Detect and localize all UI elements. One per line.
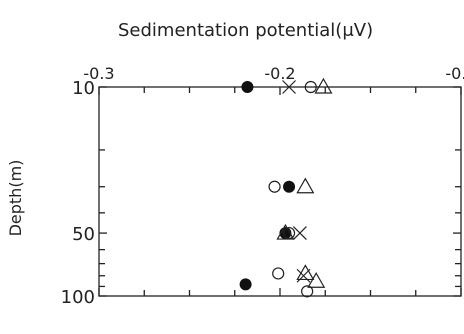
point-open-triangle	[297, 179, 313, 193]
plot-axes: -0.3-0.2-0.11050100	[61, 64, 464, 308]
point-open-triangle	[315, 79, 331, 93]
point-filled-circle	[242, 82, 253, 93]
x-tick-label: -0.1	[445, 64, 464, 83]
y-tick-label: 10	[72, 78, 95, 99]
plot-frame	[99, 87, 461, 296]
y-axis-label: Depth(m)	[6, 160, 25, 237]
y-tick-label: 100	[61, 287, 95, 308]
point-filled-circle	[284, 181, 295, 192]
point-open-circle	[269, 181, 280, 192]
point-filled-circle	[240, 279, 251, 290]
y-tick-label: 50	[72, 224, 95, 245]
chart-title: Sedimentation potential(μV)	[118, 20, 373, 41]
point-cross	[293, 227, 306, 240]
point-open-circle	[273, 268, 284, 279]
x-tick-label: -0.2	[264, 64, 295, 83]
plot-marks	[240, 79, 331, 297]
